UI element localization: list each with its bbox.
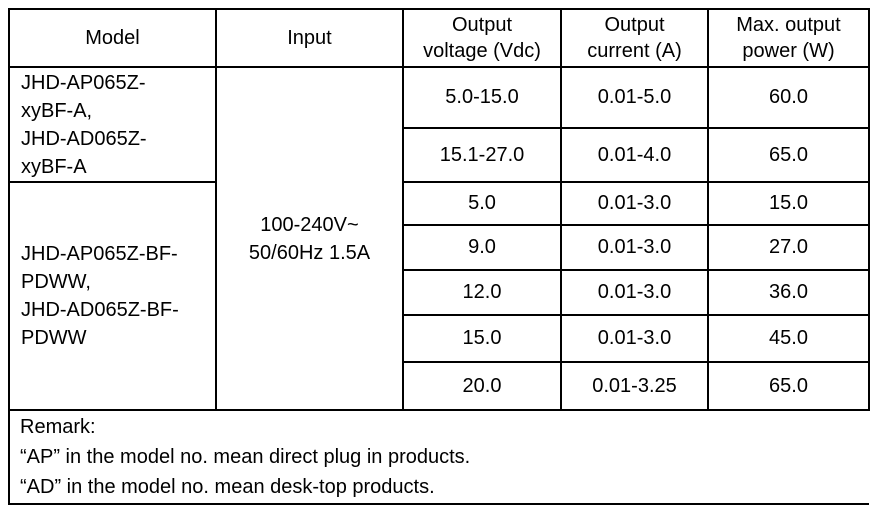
- table-row: 15.0 0.01-3.0 45.0: [9, 314, 870, 363]
- power-cell-row2: 65.0: [707, 127, 870, 183]
- remark-row: Remark: “AP” in the model no. mean direc…: [8, 409, 869, 505]
- table-row: 9.0 0.01-3.0 27.0: [9, 224, 870, 271]
- input-cell: 100-240V~ 50/60Hz 1.5A: [215, 66, 404, 411]
- power-cell-row6: 45.0: [707, 314, 870, 363]
- current-cell-row7: 0.01-3.25: [560, 361, 709, 411]
- col-header-max-output-power: Max. output power (W): [707, 8, 870, 68]
- voltage-cell-row7: 20.0: [402, 361, 562, 411]
- col-header-model: Model: [8, 8, 217, 68]
- voltage-cell-row1: 5.0-15.0: [402, 66, 562, 129]
- remark-cell: Remark: “AP” in the model no. mean direc…: [8, 409, 869, 505]
- col-header-output-voltage: Output voltage (Vdc): [402, 8, 562, 68]
- power-cell-row5: 36.0: [707, 269, 870, 316]
- current-cell-row6: 0.01-3.0: [560, 314, 709, 363]
- model-cell-group1: JHD-AP065Z- xyBF-A, JHD-AD065Z- xyBF-A: [8, 66, 217, 183]
- col-header-output-current: Output current (A): [560, 8, 709, 68]
- remark-line-ap: “AP” in the model no. mean direct plug i…: [20, 446, 471, 468]
- remark-line-ad: “AD” in the model no. mean desk-top prod…: [20, 476, 435, 498]
- table-row: 12.0 0.01-3.0 36.0: [9, 269, 870, 316]
- current-cell-row1: 0.01-5.0: [560, 66, 709, 129]
- power-cell-row3: 15.0: [707, 181, 870, 226]
- voltage-cell-row4: 9.0: [402, 224, 562, 271]
- table-row: 15.1-27.0 0.01-4.0 65.0: [9, 127, 870, 183]
- current-cell-row3: 0.01-3.0: [560, 181, 709, 226]
- col-header-input: Input: [215, 8, 404, 68]
- voltage-cell-row2: 15.1-27.0: [402, 127, 562, 183]
- voltage-cell-row5: 12.0: [402, 269, 562, 316]
- current-cell-row4: 0.01-3.0: [560, 224, 709, 271]
- power-cell-row4: 27.0: [707, 224, 870, 271]
- spec-table: Model Input Output voltage (Vdc) Output …: [8, 8, 870, 505]
- table-row: JHD-AP065Z-BF- PDWW, JHD-AD065Z-BF- PDWW…: [8, 181, 870, 411]
- power-cell-row1: 60.0: [707, 66, 870, 129]
- current-cell-row5: 0.01-3.0: [560, 269, 709, 316]
- power-cell-row7: 65.0: [707, 361, 870, 411]
- voltage-cell-row3: 5.0: [402, 181, 562, 226]
- table-row: 20.0 0.01-3.25 65.0: [9, 361, 870, 411]
- model-cell-group2: JHD-AP065Z-BF- PDWW, JHD-AD065Z-BF- PDWW: [8, 181, 217, 411]
- table-row: JHD-AP065Z- xyBF-A, JHD-AD065Z- xyBF-A 1…: [8, 66, 870, 411]
- voltage-cell-row6: 15.0: [402, 314, 562, 363]
- remark-title: Remark:: [20, 416, 96, 438]
- current-cell-row2: 0.01-4.0: [560, 127, 709, 183]
- header-row: Model Input Output voltage (Vdc) Output …: [8, 8, 870, 68]
